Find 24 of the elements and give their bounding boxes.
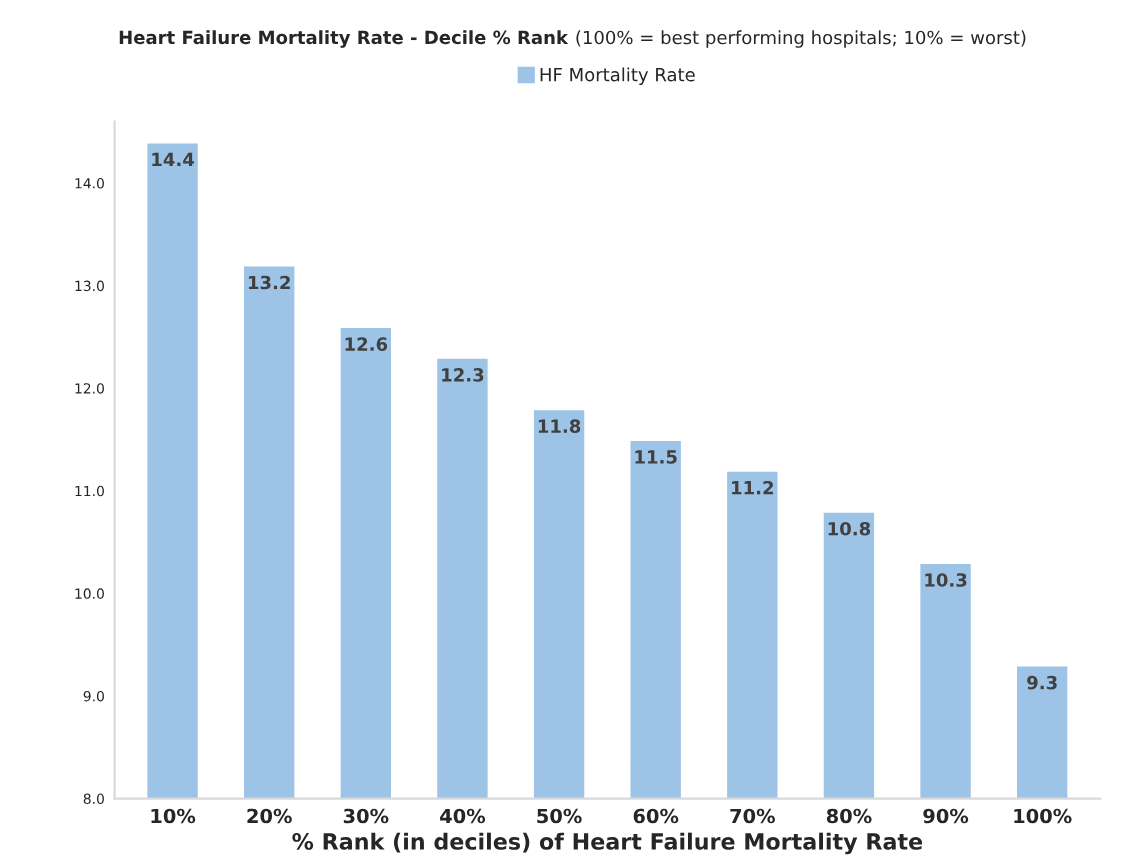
x-tick-label: 90%	[923, 808, 969, 824]
data-label: 13.2	[248, 275, 290, 290]
x-tick-label: 40%	[440, 808, 486, 824]
x-tick-label: 70%	[730, 808, 775, 824]
legend-label: HF Mortality Rate	[540, 67, 695, 85]
x-tick-label: 20%	[247, 808, 292, 824]
data-label: 10.3	[925, 573, 967, 587]
x-tick-label: 60%	[633, 808, 679, 824]
data-label: 10.8	[828, 521, 871, 536]
x-axis-title: % Rank (in deciles) of Heart Failure Mortality Rate	[292, 832, 923, 855]
x-tick-label: 100%	[1014, 808, 1072, 824]
data-label: 9.3	[1027, 675, 1057, 690]
x-tick-label: 80%	[826, 808, 872, 824]
data-label: 14.4	[152, 152, 195, 167]
data-label: 11.5	[635, 450, 677, 464]
data-label: 12.3	[442, 368, 484, 382]
data-label: 11.2	[732, 480, 774, 495]
x-tick-label: 50%	[537, 808, 582, 824]
data-label: 12.6	[345, 337, 388, 351]
chart-subtitle: (100% = best performing hospitals; 10% = worst)	[576, 30, 1026, 48]
data-label: 11.8	[538, 419, 581, 433]
chart-title: Heart Failure Mortality Rate - Decile % Rank	[119, 30, 569, 48]
x-tick-label: 30%	[343, 808, 389, 824]
x-tick-label: 10%	[151, 808, 196, 824]
